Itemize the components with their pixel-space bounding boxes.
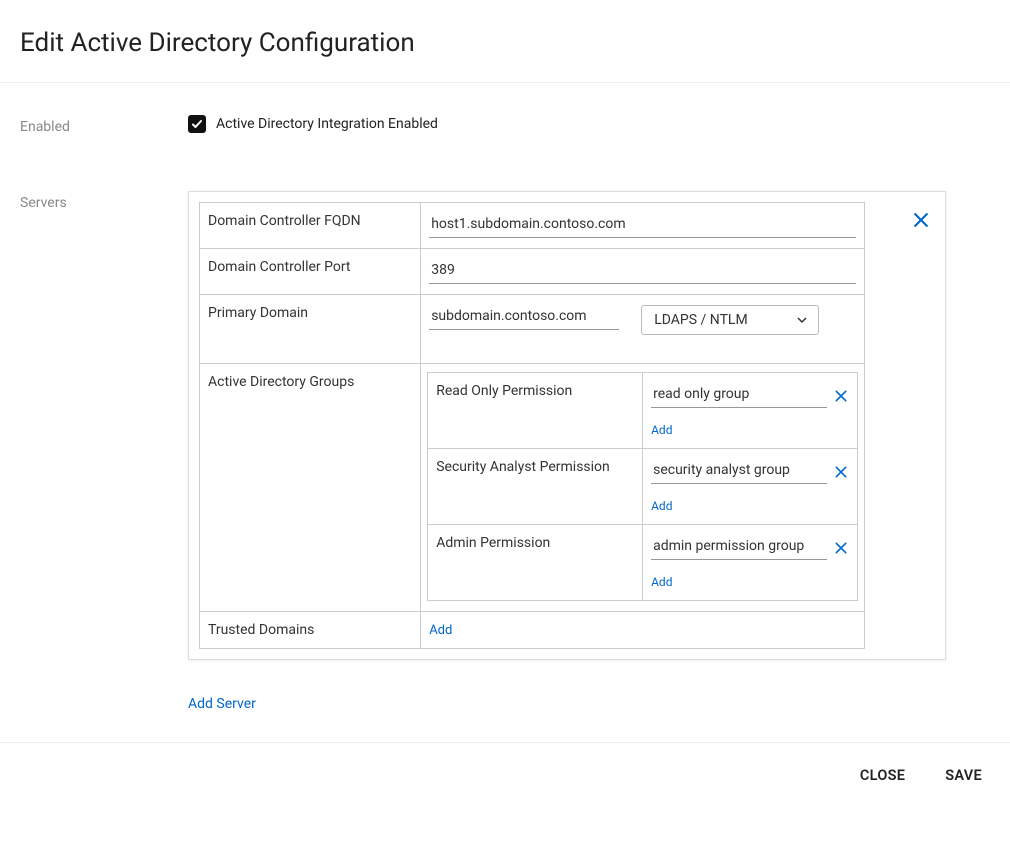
perm-admin-label: Admin Permission: [428, 525, 643, 601]
check-icon: [191, 118, 203, 130]
servers-label: Servers: [20, 191, 188, 211]
add-analyst-group-link[interactable]: Add: [651, 499, 672, 513]
chevron-down-icon: [794, 312, 810, 328]
admin-group-input[interactable]: [651, 535, 827, 560]
enabled-label: Enabled: [20, 115, 188, 135]
auth-method-value: LDAPS / NTLM: [654, 312, 748, 328]
close-button[interactable]: CLOSE: [860, 767, 905, 784]
perm-analyst-label: Security Analyst Permission: [428, 449, 643, 525]
readonly-group-input[interactable]: [651, 383, 827, 408]
remove-readonly-group-button[interactable]: [833, 388, 849, 404]
primary-domain-label: Primary Domain: [200, 295, 421, 364]
close-icon: [911, 210, 931, 230]
add-server-link[interactable]: Add Server: [188, 696, 256, 712]
add-trusted-domain-link[interactable]: Add: [429, 623, 452, 638]
remove-server-button[interactable]: [911, 210, 931, 230]
dialog-footer: CLOSE SAVE: [0, 742, 1010, 808]
enabled-checkbox[interactable]: [188, 115, 206, 133]
port-input[interactable]: [429, 259, 856, 284]
auth-method-select[interactable]: LDAPS / NTLM: [641, 305, 819, 335]
servers-row: Servers Domain Controller FQDN Domain Co…: [20, 191, 990, 712]
add-admin-group-link[interactable]: Add: [651, 575, 672, 589]
port-label: Domain Controller Port: [200, 249, 421, 295]
remove-analyst-group-button[interactable]: [833, 464, 849, 480]
server-card: Domain Controller FQDN Domain Controller…: [188, 191, 946, 660]
trusted-domains-label: Trusted Domains: [200, 612, 421, 649]
fqdn-input[interactable]: [429, 213, 856, 238]
primary-domain-input[interactable]: [429, 305, 619, 330]
groups-label: Active Directory Groups: [200, 364, 421, 612]
save-button[interactable]: SAVE: [945, 767, 982, 784]
close-icon: [833, 464, 849, 480]
close-icon: [833, 388, 849, 404]
analyst-group-input[interactable]: [651, 459, 827, 484]
remove-admin-group-button[interactable]: [833, 540, 849, 556]
add-readonly-group-link[interactable]: Add: [651, 423, 672, 437]
perm-readonly-label: Read Only Permission: [428, 373, 643, 449]
close-icon: [833, 540, 849, 556]
enabled-row: Enabled Active Directory Integration Ena…: [20, 115, 990, 135]
enabled-checkbox-label: Active Directory Integration Enabled: [216, 116, 438, 132]
server-config-table: Domain Controller FQDN Domain Controller…: [199, 202, 865, 649]
groups-table: Read Only Permission Add: [427, 372, 858, 601]
fqdn-label: Domain Controller FQDN: [200, 203, 421, 249]
page-title: Edit Active Directory Configuration: [0, 0, 1010, 83]
